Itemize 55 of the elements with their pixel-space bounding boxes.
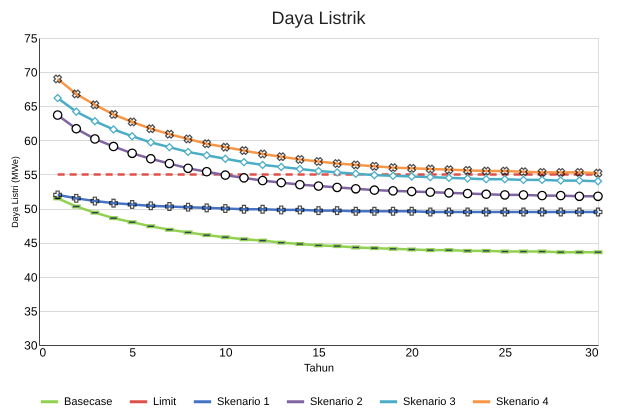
point [72,107,80,116]
point [128,132,136,140]
legend-label: Skenario 3 [403,396,456,408]
point [202,151,211,160]
legend-label: Basecase [64,396,112,408]
point [53,94,62,102]
x-tick-label: 0 [40,346,46,360]
y-tick-label: 55 [24,168,38,182]
legend-label: Limit [153,396,176,408]
point [407,172,416,181]
point [240,158,248,166]
y-tick-label: 45 [24,236,38,250]
x-tick-label: 25 [498,346,512,360]
x-tick-label: 20 [405,346,420,360]
point [109,125,118,134]
point [184,148,192,156]
point [332,168,342,177]
point [277,162,286,172]
point [352,170,360,178]
y-tick-label: 65 [24,100,38,114]
x-tick-label: 5 [129,346,136,360]
y-axis-title: Daya Listri (MWe) [10,156,20,228]
x-axis-title: Tahun [304,362,334,374]
point [221,154,230,163]
point [519,176,528,184]
point [444,174,454,182]
legend-label: Skenario 2 [310,396,363,408]
point [538,176,546,184]
point [165,142,174,152]
x-tick-label: 15 [312,346,326,360]
x-tick-label: 10 [219,346,233,360]
point [388,172,398,180]
point [556,176,565,185]
point [482,175,490,184]
point [258,160,267,170]
legend-label: Skenario 4 [496,396,549,408]
y-tick-label: 60 [24,134,38,148]
x-tick-label: 30 [585,346,599,360]
point [146,138,155,147]
point [90,117,100,126]
point [370,170,379,180]
point [594,177,602,186]
point [314,166,323,176]
point [500,175,510,184]
y-tick-label: 70 [24,66,38,80]
legend-label: Skenario 1 [217,396,270,408]
point [296,164,304,174]
y-tick-label: 40 [24,270,38,284]
point [463,174,472,183]
y-tick-label: 50 [24,202,38,216]
chart-title: Daya Listrik [271,8,367,28]
point [426,172,434,182]
point [575,176,584,185]
y-tick-label: 75 [24,32,38,46]
y-tick-label: 35 [24,304,38,318]
